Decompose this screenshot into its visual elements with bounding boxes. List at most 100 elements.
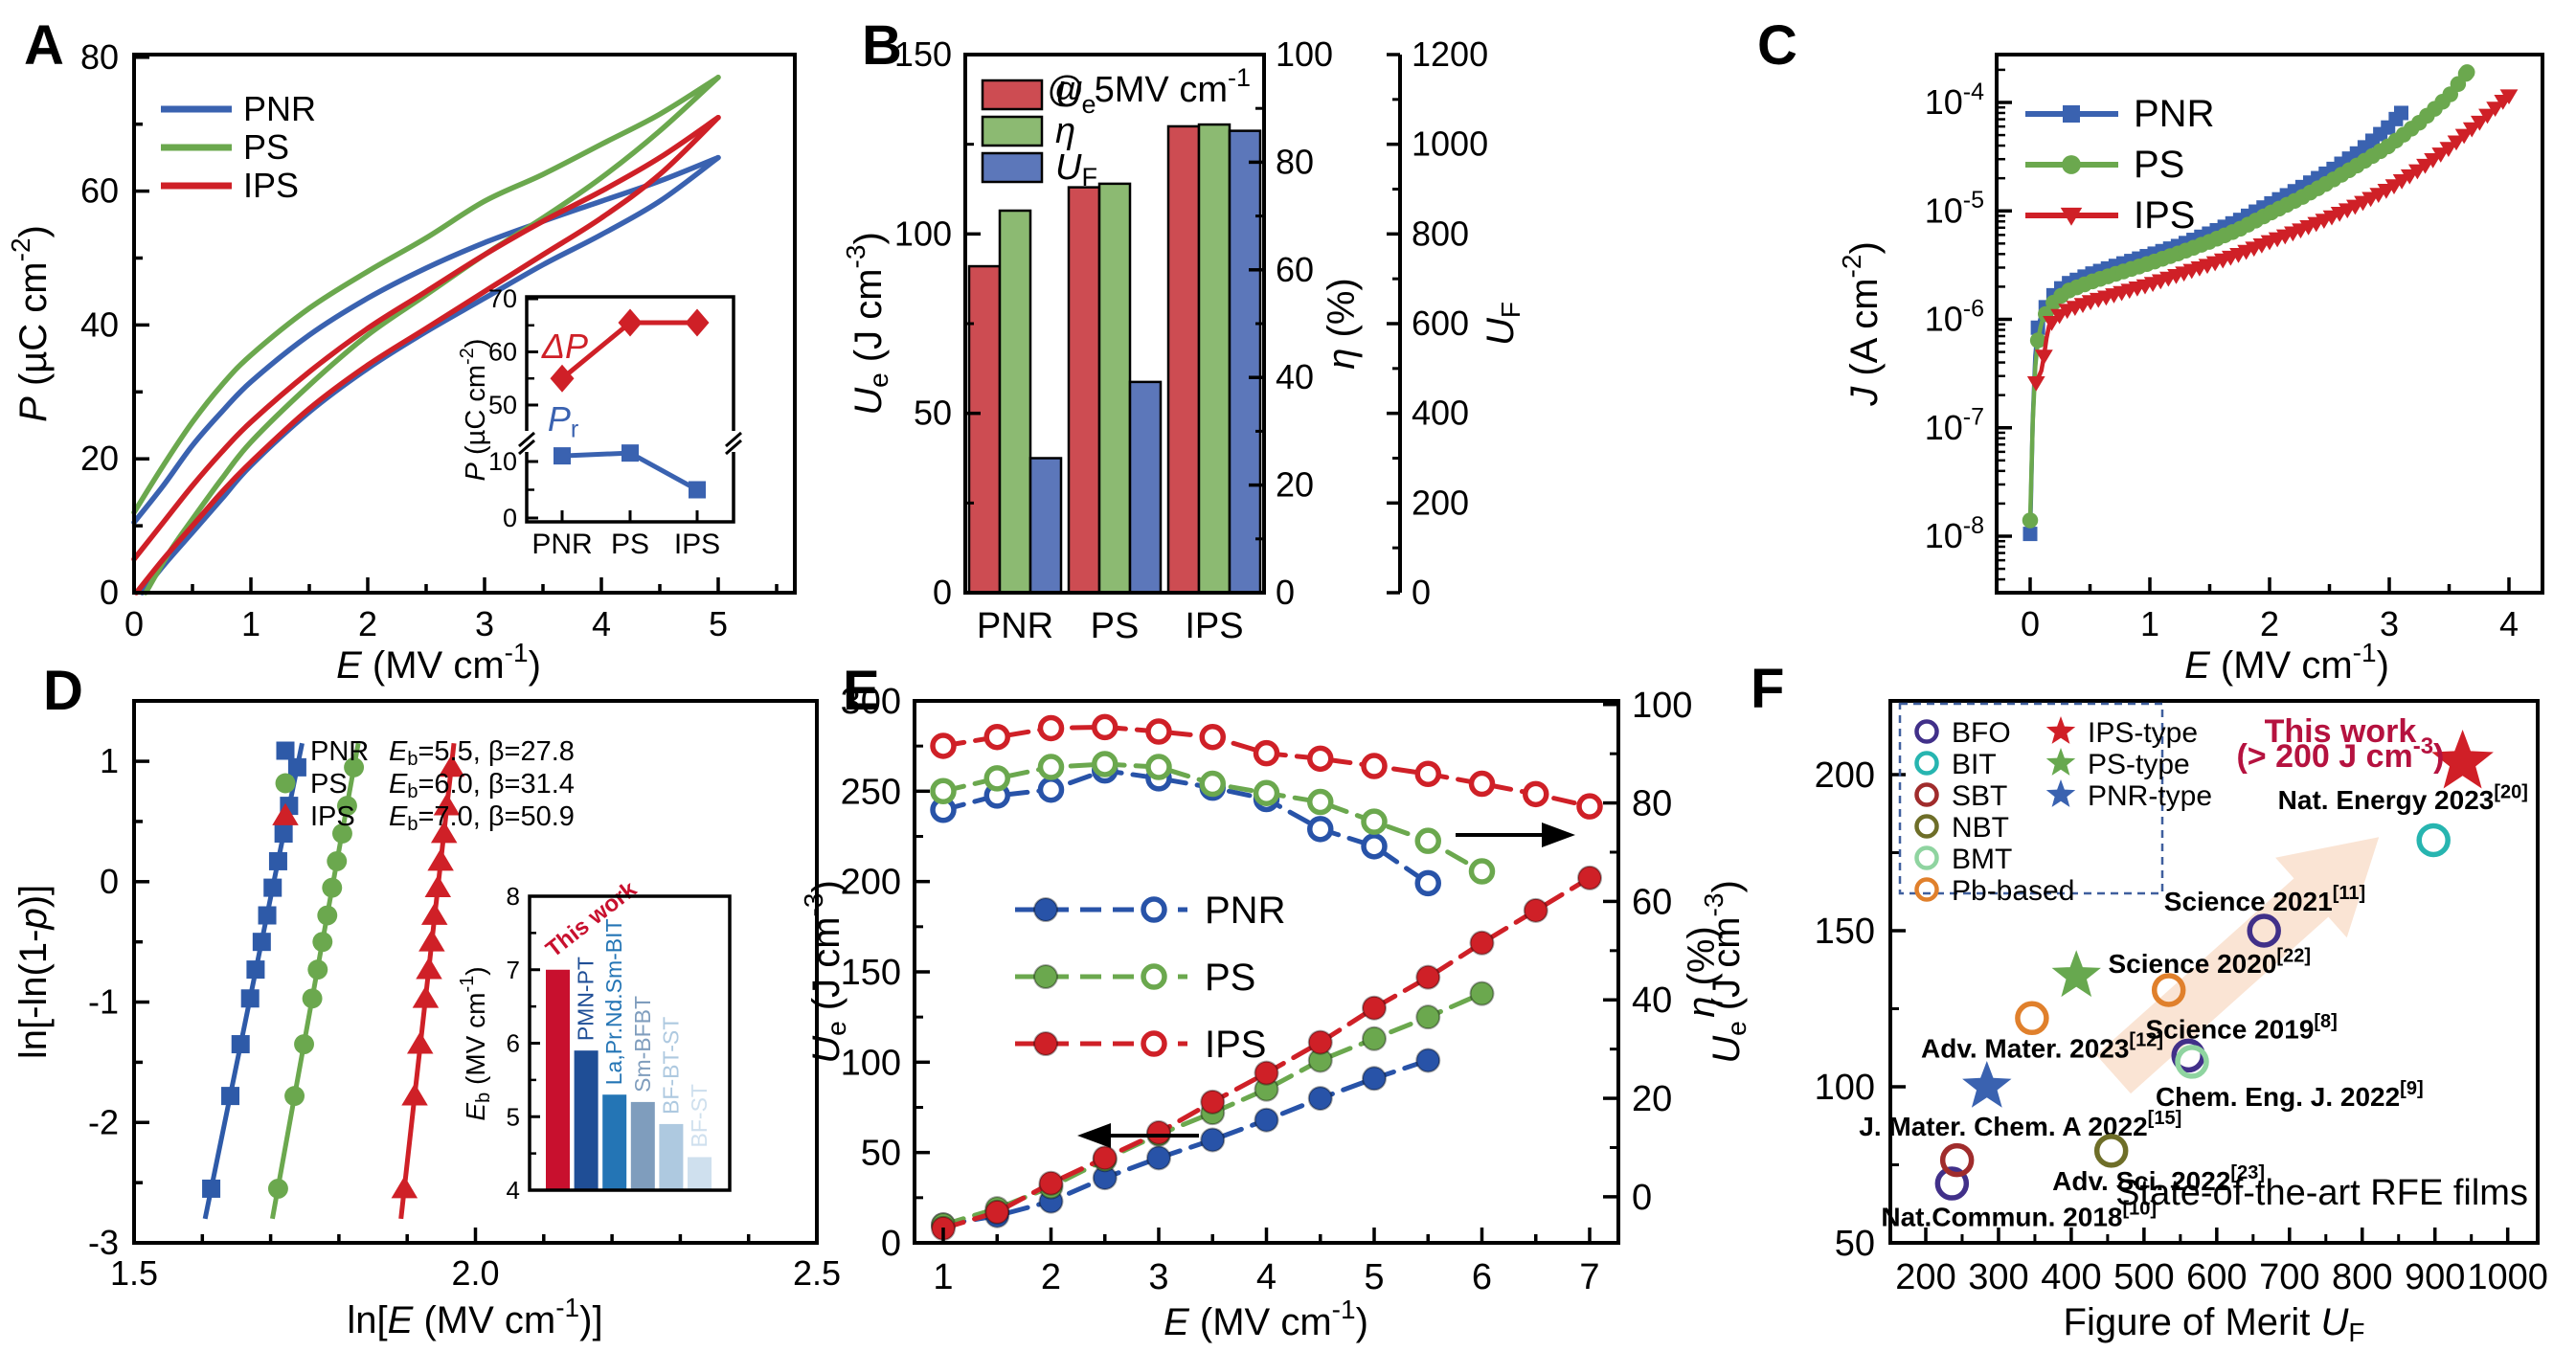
uf-tick-label: 400: [1412, 394, 1469, 433]
eta-point: [1414, 869, 1441, 897]
scatter-point-BIT: [2416, 822, 2451, 858]
point-label: Adv. Sci. 2022[23]: [2052, 1162, 2265, 1196]
panel-label-d: D: [43, 660, 83, 722]
panel-label-f: F: [1751, 658, 1785, 720]
x-axis-title: ln[E (MV cm-1)]: [347, 1293, 602, 1341]
ue-point: [1523, 897, 1548, 923]
left-tick-label: 50: [914, 394, 952, 433]
bar-PNR-2: [1028, 457, 1063, 595]
left-tick-label: 0: [933, 573, 952, 612]
scatter-point-Pb-based: [2151, 973, 2186, 1007]
marker-star: [2045, 716, 2076, 744]
x-tick-label: 300: [1968, 1257, 2028, 1297]
inset-bar-0: [546, 969, 570, 1190]
uf-tick-label: 200: [1412, 483, 1469, 522]
eta-point: [1092, 713, 1119, 741]
marker-square: [689, 481, 706, 499]
legend-material-label: NBT: [1952, 812, 2009, 844]
marker-square: [274, 824, 293, 844]
legend-filled-point: [1033, 1031, 1058, 1056]
y-tick-label: 10-4: [1925, 79, 1984, 122]
x-tick-label: 400: [2041, 1257, 2101, 1297]
inset-bar-label: La,Pr.Nd.Sm-BIT: [601, 918, 626, 1085]
marker-triangle-up: [433, 793, 461, 816]
marker-triangle-down: [2060, 207, 2083, 226]
inset-tick-label: 8: [507, 882, 520, 911]
y-tick-label: 0: [100, 862, 119, 901]
panel-d: 1.5 2.0 2.5 -3 -2 -1 0 1 ln[E (MV cm-1)] ln[-ln(1…: [12, 699, 841, 1341]
marker-triangle-up: [391, 1176, 418, 1199]
point-label: Science 2021[11]: [2164, 883, 2365, 916]
weibull-fit-PS: [269, 742, 361, 1220]
x-tick-label: 3: [2380, 604, 2399, 643]
marker-square: [268, 851, 287, 870]
marker-triangle-down: [2478, 108, 2497, 124]
right-arrow-head: [1542, 822, 1575, 847]
y-tick-label: 60: [80, 171, 119, 211]
eta-point: [983, 765, 1010, 792]
marker-circle: [2459, 64, 2475, 80]
ue-point: [1469, 930, 1495, 956]
marker-triangle-up: [406, 1031, 434, 1054]
x-tick-label: 1.5: [110, 1253, 158, 1293]
ue-point: [1200, 1089, 1226, 1115]
marker-star: [2431, 730, 2494, 789]
panel-label-e: E: [843, 660, 880, 722]
y-tick-label: 0: [100, 573, 119, 612]
axes-box: [1888, 699, 2540, 1245]
eta-point: [1037, 714, 1065, 742]
ue-point: [1469, 980, 1495, 1006]
uf-tick-label: 800: [1412, 214, 1469, 253]
uf-tick-label: 1000: [1412, 124, 1488, 164]
left-axis-title: Ue (J cm-3): [841, 232, 893, 416]
marker-circle: [267, 1178, 288, 1199]
x-axis-title: E (MV cm-1): [1164, 1295, 1368, 1343]
legend-label: PS: [310, 769, 348, 800]
left-tick-label: 100: [894, 214, 952, 253]
eta-point: [930, 732, 957, 759]
legend-label: PS: [243, 127, 289, 167]
category-label: IPS: [1185, 606, 1243, 646]
y-tick-label: -2: [88, 1102, 119, 1141]
inset-tick-label: 6: [507, 1029, 520, 1058]
legend-swatch: [981, 79, 1044, 111]
legend-params: Eb=6.0, β=31.4: [389, 769, 575, 802]
inset-tick-label: 5: [507, 1102, 520, 1131]
x-tick-label: 1: [2140, 604, 2159, 643]
marker-triangle-down: [2499, 89, 2519, 105]
legend-label: IPS: [2134, 194, 2195, 237]
x-tick-label: 2.5: [793, 1253, 841, 1293]
marker-square: [258, 906, 277, 925]
marker-square: [263, 878, 282, 897]
category-label: PNR: [977, 606, 1053, 646]
x-axis-title: E (MV cm-1): [2184, 638, 2389, 687]
legend-material-label: SBT: [1952, 780, 2007, 812]
y-tick-label: 100: [1815, 1068, 1875, 1108]
ue-point: [1415, 1048, 1441, 1073]
bar-PS-0: [1067, 186, 1101, 595]
x-tick-label: 4: [2499, 604, 2519, 643]
ue-point: [1254, 1060, 1279, 1086]
right-tick-label: 40: [1632, 980, 1672, 1021]
eta-point: [1307, 816, 1334, 843]
marker-triangle-down: [2043, 315, 2061, 331]
uf-tick-label: 600: [1412, 304, 1469, 343]
legend-circle: [1914, 751, 1939, 776]
x-tick-label: 800: [2332, 1257, 2392, 1297]
ue-point: [1146, 1119, 1171, 1145]
ue-point: [1254, 1107, 1279, 1133]
ue-line-PNR: [940, 1057, 1431, 1228]
marker-triangle-up: [430, 821, 458, 844]
eta-point: [1145, 754, 1172, 780]
marker-triangle-up: [420, 902, 448, 925]
x-tick-label: 900: [2405, 1257, 2465, 1297]
x-tick-label: 200: [1895, 1257, 1955, 1297]
marker-diamond: [618, 308, 643, 337]
x-tick-label: 1: [933, 1257, 953, 1297]
legend-label: PNR: [243, 89, 316, 128]
marker-circle: [275, 773, 296, 794]
ue-point: [1307, 1086, 1333, 1112]
marker-diamond: [550, 364, 575, 393]
right-axis-title: η (%): [1681, 926, 1723, 1018]
